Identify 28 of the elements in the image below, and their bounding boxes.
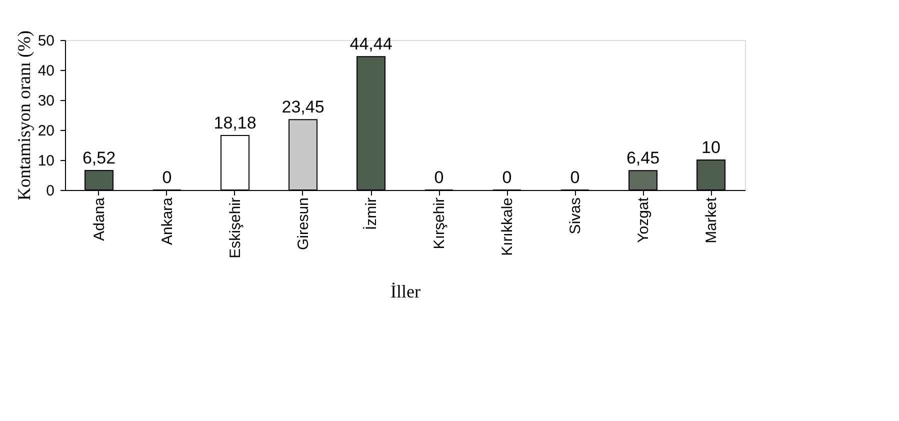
data-label: 10 bbox=[702, 138, 720, 157]
y-tick-label: 20 bbox=[38, 122, 54, 140]
x-tick-label: Giresun bbox=[295, 198, 312, 250]
x-axis-title: İller bbox=[390, 281, 420, 302]
data-label: 18,18 bbox=[214, 113, 256, 132]
data-label: 6,52 bbox=[82, 148, 116, 168]
y-tick-label: 30 bbox=[38, 92, 54, 110]
x-tick-label: Eskişehir bbox=[227, 198, 244, 258]
x-tick-label: Kırşehir bbox=[431, 198, 448, 250]
y-axis-title: Kontamisyon oranı (%) bbox=[14, 30, 34, 200]
data-label: 0 bbox=[162, 168, 172, 187]
x-tick-label: Adana bbox=[91, 196, 108, 241]
data-label: 0 bbox=[434, 168, 444, 187]
x-tick-label: Yozgat bbox=[635, 196, 652, 243]
y-tick-label: 50 bbox=[38, 32, 54, 50]
y-tick-label: 10 bbox=[38, 152, 54, 170]
data-label: 6,45 bbox=[626, 148, 660, 168]
x-tick-label: İzmir bbox=[362, 198, 380, 230]
x-tick-label: Ankara bbox=[159, 196, 176, 246]
data-label: 44,44 bbox=[350, 34, 392, 54]
x-tick-label: Kırıkkale bbox=[499, 198, 516, 256]
data-label: 23,45 bbox=[282, 98, 324, 117]
x-tick-label: Market bbox=[703, 196, 720, 244]
y-tick-label: 40 bbox=[38, 62, 54, 80]
y-tick-label: 0 bbox=[46, 182, 54, 200]
data-label: 0 bbox=[570, 168, 580, 187]
x-tick-label: Sivas bbox=[567, 198, 584, 234]
data-label: 0 bbox=[502, 168, 512, 187]
